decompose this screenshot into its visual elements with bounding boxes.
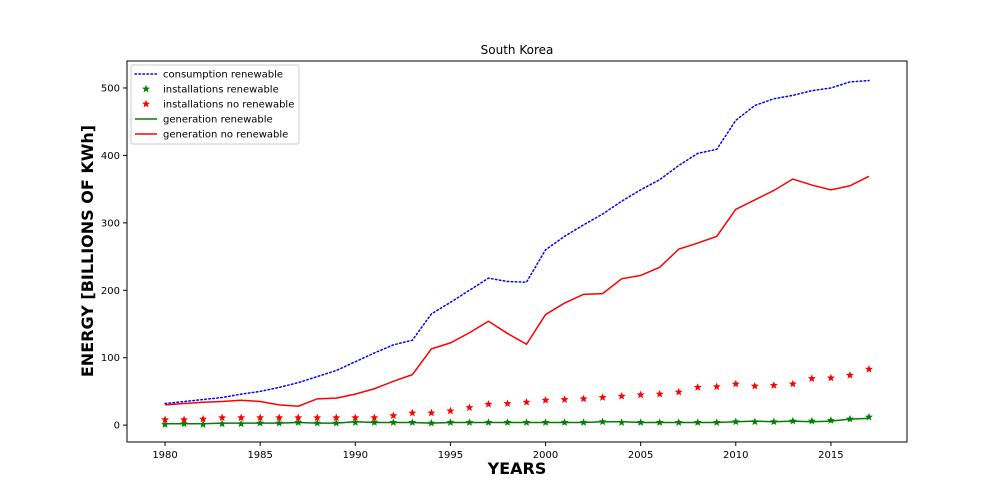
- data-point: [370, 413, 379, 422]
- data-point: [864, 412, 873, 421]
- y-tick-label: 0: [114, 421, 120, 432]
- data-point: [693, 383, 702, 391]
- legend-box: [130, 64, 300, 145]
- series-generation-renewable: [165, 417, 869, 425]
- data-point: [313, 413, 322, 422]
- legend-marker: [142, 99, 150, 108]
- series-generation-no-renewable: [164, 175, 870, 408]
- x-tick-label: 2015: [818, 450, 843, 461]
- data-point: [807, 416, 816, 425]
- x-axis-label: YEARS: [487, 459, 547, 478]
- data-point: [294, 413, 303, 422]
- data-point: [237, 413, 246, 422]
- legend-label: installations renewable: [163, 85, 279, 96]
- data-point: [579, 394, 588, 403]
- x-axis: 1980 1985 1990 1995 2000 2005 2010 2015: [152, 442, 844, 461]
- data-point: [465, 403, 474, 412]
- data-point: [769, 381, 778, 389]
- x-tick-label: 1985: [247, 450, 272, 461]
- data-point: [598, 393, 607, 401]
- series-line: [164, 79, 870, 405]
- chart-title: South Korea: [481, 43, 554, 57]
- data-point: [636, 390, 645, 399]
- legend-label: generation renewable: [163, 115, 273, 126]
- legend-label: installations no renewable: [163, 100, 294, 111]
- y-tick-label: 400: [101, 151, 120, 162]
- data-point: [845, 371, 854, 379]
- series-consumption-renewable: [164, 79, 870, 405]
- legend-item: generation renewable: [135, 115, 273, 126]
- data-point: [541, 395, 550, 404]
- plot-frame: [126, 60, 908, 443]
- data-point: [864, 364, 873, 373]
- legend-marker: [142, 84, 150, 93]
- data-point: [826, 373, 835, 382]
- x-tick-label: 1990: [343, 450, 368, 461]
- x-tick-label: 2010: [723, 450, 748, 461]
- x-tick-label: 1995: [438, 450, 463, 461]
- y-axis: 0 100 200 300 400 500: [101, 83, 127, 432]
- y-tick-label: 300: [101, 218, 120, 229]
- y-tick-label: 200: [101, 286, 120, 297]
- data-point: [731, 379, 740, 388]
- data-point: [275, 413, 284, 422]
- data-point: [750, 381, 759, 390]
- data-point: [218, 413, 227, 422]
- data-point: [617, 391, 626, 400]
- data-point: [826, 416, 835, 424]
- legend-label: consumption renewable: [163, 70, 283, 81]
- x-tick-label: 2005: [628, 450, 653, 461]
- data-point: [427, 408, 436, 417]
- legend-item: generation no renewable: [135, 130, 288, 141]
- data-point: [199, 414, 208, 423]
- y-tick-label: 100: [101, 353, 120, 364]
- legend-label: generation no renewable: [163, 130, 288, 141]
- data-point: [180, 415, 189, 424]
- data-point: [408, 408, 417, 417]
- data-point: [256, 413, 265, 422]
- data-point: [446, 406, 455, 415]
- data-point: [389, 411, 398, 420]
- x-tick-label: 2000: [533, 450, 558, 461]
- data-point: [161, 415, 170, 424]
- x-tick-label: 1980: [152, 450, 177, 461]
- legend-item: installations renewable: [142, 85, 279, 96]
- y-axis-label: ENERGY [BILLIONS OF KWh]: [78, 125, 97, 377]
- data-point: [712, 382, 721, 391]
- plot-area: [161, 79, 873, 428]
- series-installations-no-renewable: [161, 364, 873, 424]
- data-point: [788, 379, 797, 388]
- data-point: [807, 374, 816, 383]
- data-point: [351, 413, 360, 422]
- data-point: [522, 398, 531, 406]
- data-point: [655, 389, 664, 398]
- data-point: [484, 400, 493, 408]
- legend-item: consumption renewable: [134, 70, 283, 81]
- data-point: [560, 395, 569, 403]
- series-line: [164, 175, 870, 408]
- data-point: [503, 399, 512, 407]
- data-point: [674, 387, 683, 396]
- y-tick-label: 500: [101, 83, 120, 94]
- legend-item: installations no renewable: [142, 100, 294, 111]
- data-point: [332, 413, 341, 422]
- series-line: [165, 417, 869, 425]
- legend: consumption renewable installations renew…: [130, 64, 300, 145]
- data-point: [161, 420, 170, 428]
